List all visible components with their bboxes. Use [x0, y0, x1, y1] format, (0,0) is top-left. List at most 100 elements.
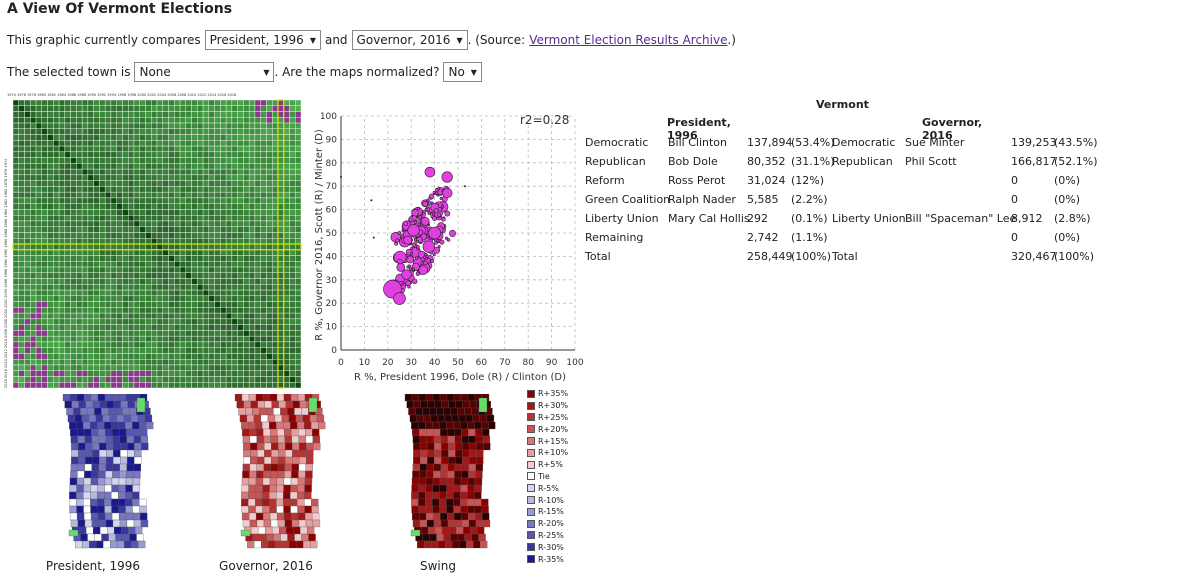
- map-town[interactable]: [139, 512, 148, 521]
- matrix-cell[interactable]: [214, 376, 221, 383]
- matrix-cell[interactable]: [18, 140, 25, 147]
- matrix-cell[interactable]: [191, 151, 198, 158]
- matrix-cell[interactable]: [35, 145, 43, 153]
- map-town[interactable]: [255, 505, 263, 514]
- matrix-cell[interactable]: [81, 105, 89, 112]
- matrix-cell[interactable]: [208, 111, 215, 118]
- matrix-cell[interactable]: [58, 364, 66, 371]
- matrix-cell[interactable]: [76, 117, 83, 124]
- matrix-cell[interactable]: [214, 226, 221, 233]
- matrix-cell[interactable]: [133, 226, 140, 233]
- matrix-cell[interactable]: [289, 99, 296, 106]
- matrix-cell[interactable]: [168, 163, 175, 170]
- matrix-cell[interactable]: [283, 301, 290, 308]
- matrix-cell[interactable]: [295, 168, 302, 176]
- matrix-cell[interactable]: [24, 134, 31, 141]
- map-town[interactable]: [425, 421, 433, 430]
- matrix-cell[interactable]: [225, 341, 233, 348]
- map-town[interactable]: [269, 484, 277, 493]
- matrix-cell[interactable]: [266, 226, 273, 233]
- matrix-cell[interactable]: [277, 312, 284, 320]
- matrix-cell[interactable]: [12, 105, 19, 112]
- matrix-cell[interactable]: [197, 117, 204, 124]
- matrix-cell[interactable]: [202, 134, 210, 141]
- matrix-cell[interactable]: [47, 330, 54, 337]
- matrix-cell[interactable]: [231, 249, 238, 256]
- matrix-cell[interactable]: [156, 266, 163, 273]
- matrix-cell[interactable]: [76, 226, 83, 233]
- matrix-cell[interactable]: [53, 266, 60, 273]
- matrix-cell[interactable]: [81, 347, 89, 354]
- matrix-cell[interactable]: [133, 134, 140, 141]
- map-town[interactable]: [468, 470, 476, 479]
- map-town[interactable]: [248, 512, 257, 521]
- matrix-cell[interactable]: [58, 301, 66, 308]
- map-town[interactable]: [252, 533, 260, 542]
- matrix-cell[interactable]: [64, 261, 71, 268]
- matrix-cell[interactable]: [289, 318, 296, 325]
- matrix-cell[interactable]: [225, 382, 233, 389]
- matrix-cell[interactable]: [202, 151, 210, 158]
- matrix-cell[interactable]: [179, 111, 186, 118]
- matrix-cell[interactable]: [70, 243, 77, 250]
- matrix-cell[interactable]: [93, 284, 100, 291]
- map-town[interactable]: [241, 512, 250, 521]
- matrix-cell[interactable]: [87, 105, 94, 112]
- map-town[interactable]: [446, 484, 454, 493]
- matrix-cell[interactable]: [231, 335, 238, 343]
- matrix-cell[interactable]: [243, 232, 250, 239]
- matrix-cell[interactable]: [225, 295, 233, 302]
- matrix-cell[interactable]: [283, 238, 290, 245]
- matrix-cell[interactable]: [156, 261, 163, 268]
- map-town[interactable]: [454, 435, 463, 444]
- map-town[interactable]: [467, 491, 475, 500]
- matrix-cell[interactable]: [35, 301, 43, 308]
- matrix-cell[interactable]: [237, 163, 244, 170]
- matrix-cell[interactable]: [243, 359, 250, 366]
- matrix-cell[interactable]: [58, 163, 66, 170]
- matrix-cell[interactable]: [87, 111, 94, 118]
- map-town[interactable]: [71, 442, 79, 451]
- matrix-cell[interactable]: [220, 209, 227, 216]
- matrix-cell[interactable]: [81, 111, 89, 118]
- matrix-cell[interactable]: [116, 278, 123, 285]
- map-town[interactable]: [290, 484, 298, 493]
- matrix-cell[interactable]: [225, 214, 233, 222]
- matrix-cell[interactable]: [145, 186, 152, 193]
- matrix-cell[interactable]: [277, 370, 284, 377]
- map-town[interactable]: [464, 533, 472, 542]
- matrix-cell[interactable]: [254, 117, 261, 124]
- map-town[interactable]: [440, 435, 449, 444]
- matrix-cell[interactable]: [133, 353, 140, 360]
- map-town[interactable]: [432, 491, 440, 500]
- scatter-point[interactable]: [434, 240, 438, 245]
- map-town[interactable]: [297, 491, 305, 500]
- map-town[interactable]: [413, 449, 421, 458]
- map-town[interactable]: [461, 470, 469, 479]
- map-town[interactable]: [444, 414, 453, 423]
- matrix-cell[interactable]: [266, 359, 273, 366]
- matrix-cell[interactable]: [231, 255, 238, 262]
- matrix-cell[interactable]: [266, 186, 273, 193]
- matrix-cell[interactable]: [179, 220, 186, 227]
- matrix-cell[interactable]: [133, 243, 140, 250]
- map-town[interactable]: [69, 512, 78, 521]
- map-town[interactable]: [144, 414, 153, 423]
- map-town[interactable]: [97, 512, 106, 521]
- matrix-cell[interactable]: [197, 295, 204, 302]
- matrix-cell[interactable]: [243, 99, 250, 106]
- matrix-cell[interactable]: [104, 151, 112, 158]
- matrix-cell[interactable]: [104, 289, 112, 297]
- matrix-cell[interactable]: [64, 168, 71, 176]
- map-town[interactable]: [259, 533, 267, 542]
- matrix-cell[interactable]: [139, 330, 146, 337]
- map-town[interactable]: [311, 498, 319, 507]
- matrix-cell[interactable]: [133, 359, 140, 366]
- map-town[interactable]: [291, 428, 299, 437]
- matrix-cell[interactable]: [127, 151, 135, 158]
- matrix-cell[interactable]: [237, 301, 244, 308]
- matrix-cell[interactable]: [30, 278, 37, 285]
- matrix-cell[interactable]: [185, 111, 192, 118]
- matrix-cell[interactable]: [220, 284, 227, 291]
- map-town[interactable]: [262, 505, 270, 514]
